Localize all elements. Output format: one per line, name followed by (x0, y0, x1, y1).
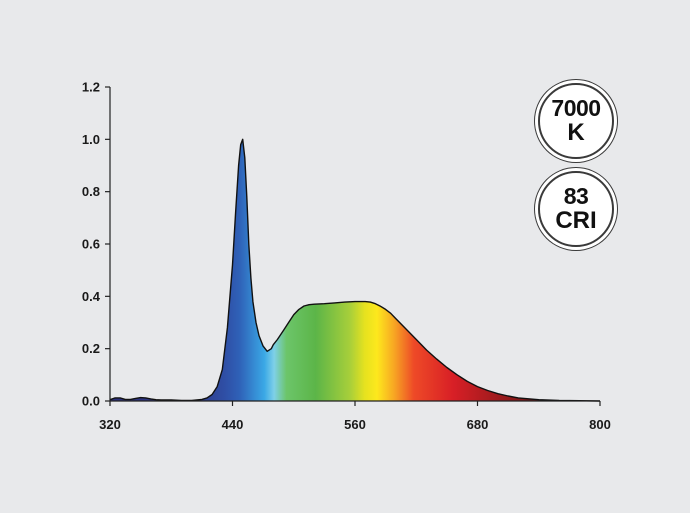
y-tick-label: 0.4 (82, 289, 101, 304)
x-tick-label: 440 (222, 417, 244, 432)
x-tick-label: 680 (467, 417, 489, 432)
cct-badge: 7000 K (538, 83, 614, 159)
spectrum-area (110, 139, 600, 402)
cct-value: 7000 (551, 95, 601, 121)
y-tick-label: 0.0 (82, 394, 100, 409)
y-tick-label: 0.8 (82, 184, 100, 199)
cct-unit: K (567, 119, 585, 146)
x-tick-label: 320 (99, 417, 121, 432)
y-tick-label: 0.6 (82, 237, 100, 252)
cri-value: 83 (563, 183, 589, 209)
cri-badge: 83 CRI (538, 171, 614, 247)
y-tick-label: 1.0 (82, 132, 100, 147)
y-tick-label: 0.2 (82, 341, 100, 356)
x-tick-label: 560 (344, 417, 366, 432)
x-tick-label: 800 (589, 417, 611, 432)
y-tick-label: 1.2 (82, 80, 100, 95)
cri-unit: CRI (555, 207, 597, 234)
